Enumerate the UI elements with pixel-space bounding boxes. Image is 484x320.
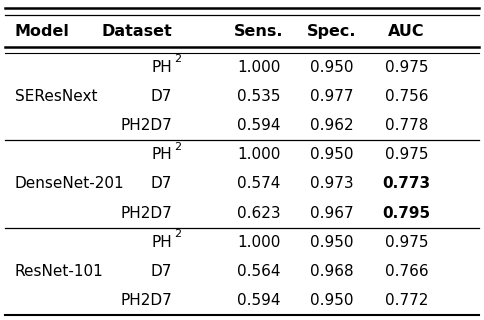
Text: Dataset: Dataset xyxy=(101,24,172,38)
Text: 0.973: 0.973 xyxy=(310,177,353,191)
Text: 0.950: 0.950 xyxy=(310,293,353,308)
Text: 0.574: 0.574 xyxy=(237,177,281,191)
Text: 1.000: 1.000 xyxy=(237,235,281,250)
Text: 0.594: 0.594 xyxy=(237,293,281,308)
Text: 2: 2 xyxy=(174,142,182,152)
Text: D7: D7 xyxy=(151,177,172,191)
Text: 0.962: 0.962 xyxy=(310,118,353,133)
Text: 0.975: 0.975 xyxy=(385,235,428,250)
Text: 0.756: 0.756 xyxy=(385,89,428,104)
Text: 0.594: 0.594 xyxy=(237,118,281,133)
Text: 2: 2 xyxy=(174,54,182,64)
Text: 0.968: 0.968 xyxy=(310,264,353,279)
Text: 0.950: 0.950 xyxy=(310,235,353,250)
Text: AUC: AUC xyxy=(388,24,425,38)
Text: 0.975: 0.975 xyxy=(385,60,428,75)
Text: 0.977: 0.977 xyxy=(310,89,353,104)
Text: ResNet-101: ResNet-101 xyxy=(15,264,103,279)
Text: D7: D7 xyxy=(151,89,172,104)
Text: 0.623: 0.623 xyxy=(237,206,281,221)
Text: DenseNet-201: DenseNet-201 xyxy=(15,177,124,191)
Text: 0.795: 0.795 xyxy=(382,206,431,221)
Text: PH2D7: PH2D7 xyxy=(120,118,172,133)
Text: 1.000: 1.000 xyxy=(237,147,281,162)
Text: 0.950: 0.950 xyxy=(310,60,353,75)
Text: 0.967: 0.967 xyxy=(310,206,353,221)
Text: Spec.: Spec. xyxy=(307,24,356,38)
Text: D7: D7 xyxy=(151,264,172,279)
Text: 1.000: 1.000 xyxy=(237,60,281,75)
Text: 0.975: 0.975 xyxy=(385,147,428,162)
Text: 0.773: 0.773 xyxy=(382,177,431,191)
Text: 0.778: 0.778 xyxy=(385,118,428,133)
Text: 0.766: 0.766 xyxy=(385,264,428,279)
Text: PH: PH xyxy=(151,235,172,250)
Text: 0.535: 0.535 xyxy=(237,89,281,104)
Text: 0.950: 0.950 xyxy=(310,147,353,162)
Text: PH2D7: PH2D7 xyxy=(120,206,172,221)
Text: Model: Model xyxy=(15,24,69,38)
Text: SEResNext: SEResNext xyxy=(15,89,97,104)
Text: PH: PH xyxy=(151,147,172,162)
Text: 0.564: 0.564 xyxy=(237,264,281,279)
Text: Sens.: Sens. xyxy=(234,24,284,38)
Text: PH2D7: PH2D7 xyxy=(120,293,172,308)
Text: 0.772: 0.772 xyxy=(385,293,428,308)
Text: PH: PH xyxy=(151,60,172,75)
Text: 2: 2 xyxy=(174,229,182,239)
